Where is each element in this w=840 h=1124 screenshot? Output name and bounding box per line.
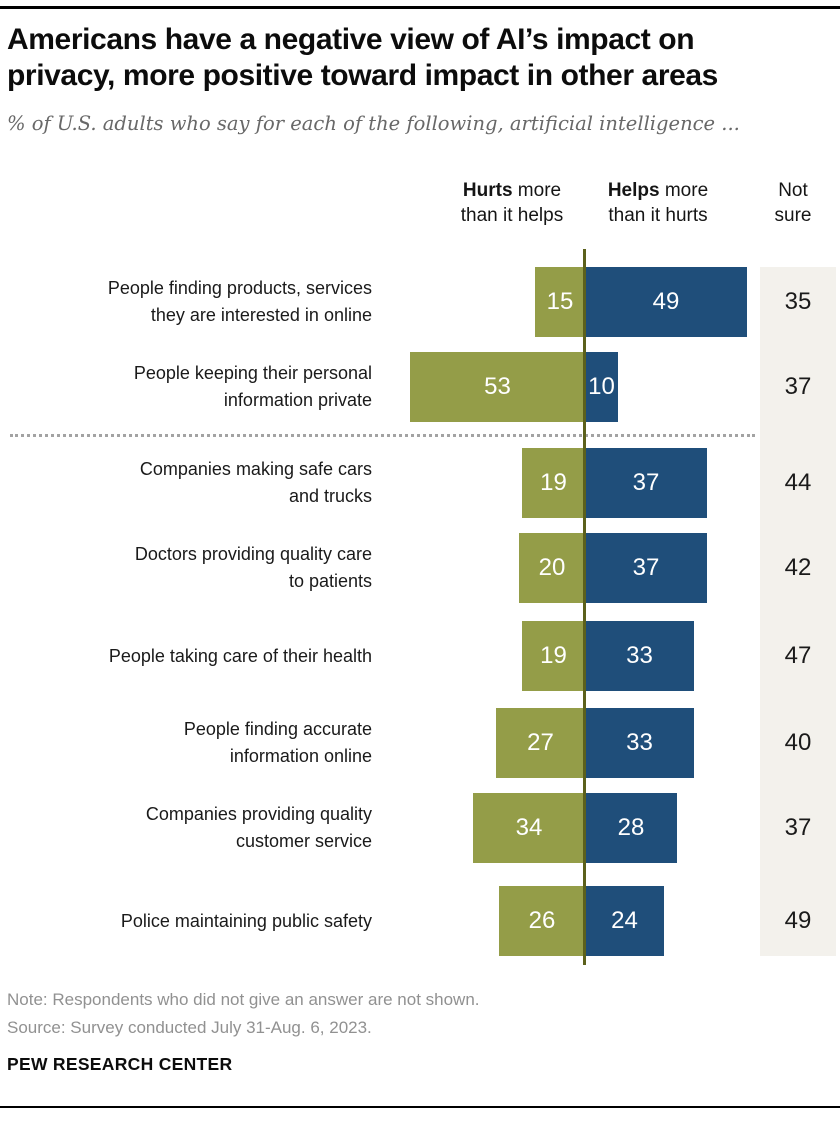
- not-sure-band: [760, 267, 836, 956]
- axis-line: [583, 249, 586, 965]
- helps-value: 33: [626, 729, 653, 756]
- column-header-helps-line2: than it hurts: [608, 205, 708, 226]
- helps-bar: [585, 621, 694, 691]
- row-label: Companies making safe cars and trucks: [0, 448, 372, 518]
- hurts-value: 53: [484, 373, 511, 400]
- helps-bar: [585, 793, 677, 863]
- helps-bar: [585, 533, 707, 603]
- helps-bar: [585, 352, 618, 422]
- row-label: People keeping their personal information…: [0, 352, 372, 422]
- row-label-line: People finding accurate: [183, 719, 372, 739]
- row-label: Companies providing quality customer serv…: [0, 793, 372, 863]
- brand-logo: PEW RESEARCH CENTER: [7, 1054, 233, 1074]
- hurts-value: 27: [527, 729, 554, 756]
- row-label-line: Companies providing quality: [145, 804, 372, 824]
- hurts-bar: [410, 352, 585, 422]
- helps-rest-word: more: [659, 180, 709, 201]
- column-header-helps: Helps more than it hurts: [548, 178, 768, 228]
- helps-bar: [585, 448, 707, 518]
- helps-bar: [585, 708, 694, 778]
- column-header-not-sure: Not sure: [748, 178, 838, 228]
- row-label: Police maintaining public safety: [0, 886, 372, 956]
- not-sure-value: 35: [784, 288, 812, 315]
- hurts-bar: [522, 448, 585, 518]
- column-header-not-sure-line2: sure: [774, 205, 812, 226]
- hurts-value: 19: [540, 469, 567, 496]
- column-header-helps-line1: Helps more: [548, 178, 768, 203]
- row-label: People taking care of their health: [0, 621, 372, 691]
- helps-bar: [585, 886, 664, 956]
- hurts-bold-word: Hurts: [462, 180, 513, 201]
- helps-value: 33: [626, 642, 653, 669]
- row-label-line: customer service: [235, 831, 372, 851]
- row-label-line: they are interested in online: [150, 305, 372, 325]
- row-label-line: and trucks: [288, 486, 372, 506]
- row-label-line: People finding products, services: [107, 278, 372, 298]
- not-sure-value: 40: [784, 729, 812, 756]
- footer-source: Source: Survey conducted July 31-Aug. 6,…: [7, 1018, 372, 1037]
- hurts-bar: [535, 267, 585, 337]
- row-label-line: information online: [229, 746, 372, 766]
- helps-value: 24: [611, 907, 638, 934]
- hurts-value: 15: [546, 288, 574, 315]
- group-divider: [10, 434, 755, 437]
- hurts-bar: [522, 621, 585, 691]
- column-header-hurts-line1: Hurts more: [402, 178, 622, 203]
- row-label-line: People taking care of their health: [108, 645, 372, 666]
- column-header-hurts: Hurts more than it helps: [402, 178, 622, 228]
- row-label-line: information private: [223, 390, 372, 410]
- page-title-line2: privacy, more positive toward impact in …: [7, 59, 718, 92]
- helps-bold-word: Helps: [607, 180, 660, 201]
- row-label-line: Doctors providing quality care: [134, 544, 372, 564]
- hurts-value: 19: [540, 642, 567, 669]
- not-sure-value: 37: [784, 814, 812, 841]
- not-sure-value: 49: [784, 907, 812, 934]
- helps-bar: [585, 267, 747, 337]
- column-header-not-sure-line1: Not: [778, 180, 808, 201]
- hurts-bar: [496, 708, 585, 778]
- not-sure-value: 47: [784, 642, 812, 669]
- helps-value: 37: [632, 554, 660, 581]
- row-label-line: Police maintaining public safety: [120, 910, 372, 931]
- not-sure-value: 42: [784, 554, 812, 581]
- column-header-hurts-line2: than it helps: [460, 205, 564, 226]
- page-title: Americans have a negative view of AI’s i…: [7, 22, 833, 94]
- hurts-value: 20: [538, 554, 566, 581]
- hurts-value: 26: [528, 907, 556, 934]
- row-label-line: to patients: [288, 571, 372, 591]
- helps-value: 28: [617, 814, 645, 841]
- hurts-bar: [473, 793, 585, 863]
- page-title-line1: Americans have a negative view of AI’s i…: [7, 23, 695, 56]
- hurts-bar: [519, 533, 585, 603]
- not-sure-value: 37: [784, 373, 812, 400]
- row-label-line: Companies making safe cars: [139, 459, 372, 479]
- top-rule: [0, 6, 840, 9]
- helps-value: 37: [632, 469, 660, 496]
- footer-note: Note: Respondents who did not give an an…: [7, 990, 480, 1009]
- row-label: People finding products, services they ar…: [0, 267, 372, 337]
- row-label: People finding accurate information onlin…: [0, 708, 372, 778]
- chart-subtitle: % of U.S. adults who say for each of the…: [7, 112, 740, 135]
- bottom-rule: [0, 1106, 840, 1108]
- hurts-rest-word: more: [512, 180, 562, 201]
- helps-value: 49: [652, 288, 680, 315]
- hurts-value: 34: [515, 814, 543, 841]
- not-sure-value: 44: [784, 469, 812, 496]
- row-label: Doctors providing quality care to patient…: [0, 533, 372, 603]
- hurts-bar: [499, 886, 585, 956]
- row-label-line: People keeping their personal: [133, 363, 372, 383]
- helps-value: 10: [588, 373, 615, 400]
